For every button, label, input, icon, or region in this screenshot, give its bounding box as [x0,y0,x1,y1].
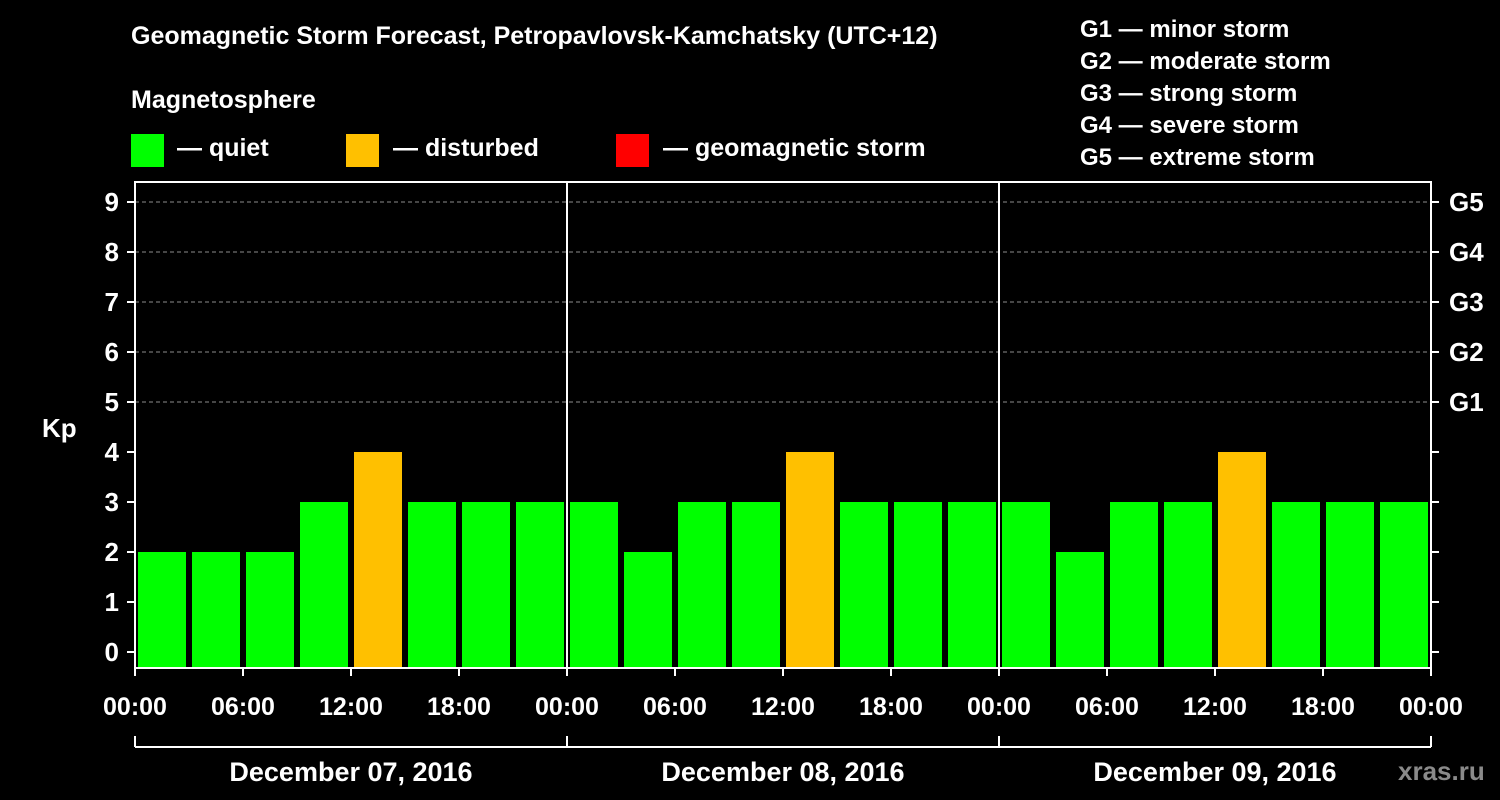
bar-4 [354,452,402,668]
bar-7 [516,502,564,668]
bar-12 [786,452,834,668]
legend-label-storm: — geomagnetic storm [663,134,926,162]
legend-label-disturbed: — disturbed [393,134,539,162]
y-tick-label-7: 7 [105,287,119,317]
chart-title: Geomagnetic Storm Forecast, Petropavlovs… [131,22,938,50]
right-axis-label-G1: G1 [1449,387,1484,417]
y-tick-label-1: 1 [105,587,119,617]
legend-swatch-quiet [131,134,164,167]
x-tick-label-7: 18:00 [859,693,923,721]
bar-1 [192,552,240,668]
legend-heading: Magnetosphere [131,86,316,114]
bar-14 [894,502,942,668]
y-tick-label-6: 6 [105,337,119,367]
bar-23 [1380,502,1428,668]
y-tick-label-5: 5 [105,387,119,417]
legend-label-quiet: — quiet [177,134,269,162]
right-axis-label-G3: G3 [1449,287,1484,317]
bar-2 [246,552,294,668]
x-tick-label-1: 06:00 [211,693,275,721]
bar-19 [1164,502,1212,668]
x-tick-label-4: 00:00 [535,693,599,721]
bar-11 [732,502,780,668]
bar-5 [408,502,456,668]
storm-scale-g2: G2 — moderate storm [1080,48,1331,75]
y-tick-label-4: 4 [105,437,120,467]
bar-18 [1110,502,1158,668]
x-tick-label-0: 00:00 [103,693,167,721]
x-tick-label-8: 00:00 [967,693,1031,721]
bar-10 [678,502,726,668]
day-label-1: December 08, 2016 [661,757,904,787]
day-label-2: December 09, 2016 [1093,757,1336,787]
bar-3 [300,502,348,668]
y-tick-label-8: 8 [105,237,119,267]
storm-scale-g1: G1 — minor storm [1080,16,1290,43]
y-tick-label-9: 9 [105,187,119,217]
right-axis-label-G5: G5 [1449,187,1484,217]
bar-8 [570,502,618,668]
bar-20 [1218,452,1266,668]
bar-13 [840,502,888,668]
y-tick-label-2: 2 [105,537,119,567]
x-tick-label-9: 06:00 [1075,693,1139,721]
x-tick-label-2: 12:00 [319,693,383,721]
bar-17 [1056,552,1104,668]
bar-16 [1002,502,1050,668]
x-tick-label-3: 18:00 [427,693,491,721]
storm-scale-g5: G5 — extreme storm [1080,144,1315,171]
x-tick-label-6: 12:00 [751,693,815,721]
right-axis-label-G2: G2 [1449,337,1484,367]
y-axis-label: Kp [42,413,77,443]
x-tick-label-11: 18:00 [1291,693,1355,721]
legend-swatch-storm [616,134,649,167]
y-tick-label-0: 0 [105,637,119,667]
storm-scale-g3: G3 — strong storm [1080,80,1298,107]
bar-22 [1326,502,1374,668]
x-tick-label-5: 06:00 [643,693,707,721]
x-tick-label-12: 00:00 [1399,693,1463,721]
watermark: xras.ru [1398,756,1485,786]
bar-9 [624,552,672,668]
bar-15 [948,502,996,668]
right-axis-label-G4: G4 [1449,237,1484,267]
bar-6 [462,502,510,668]
bar-21 [1272,502,1320,668]
storm-scale-g4: G4 — severe storm [1080,112,1299,139]
bar-0 [138,552,186,668]
day-label-0: December 07, 2016 [229,757,472,787]
x-tick-label-10: 12:00 [1183,693,1247,721]
y-tick-label-3: 3 [105,487,119,517]
legend-swatch-disturbed [346,134,379,167]
